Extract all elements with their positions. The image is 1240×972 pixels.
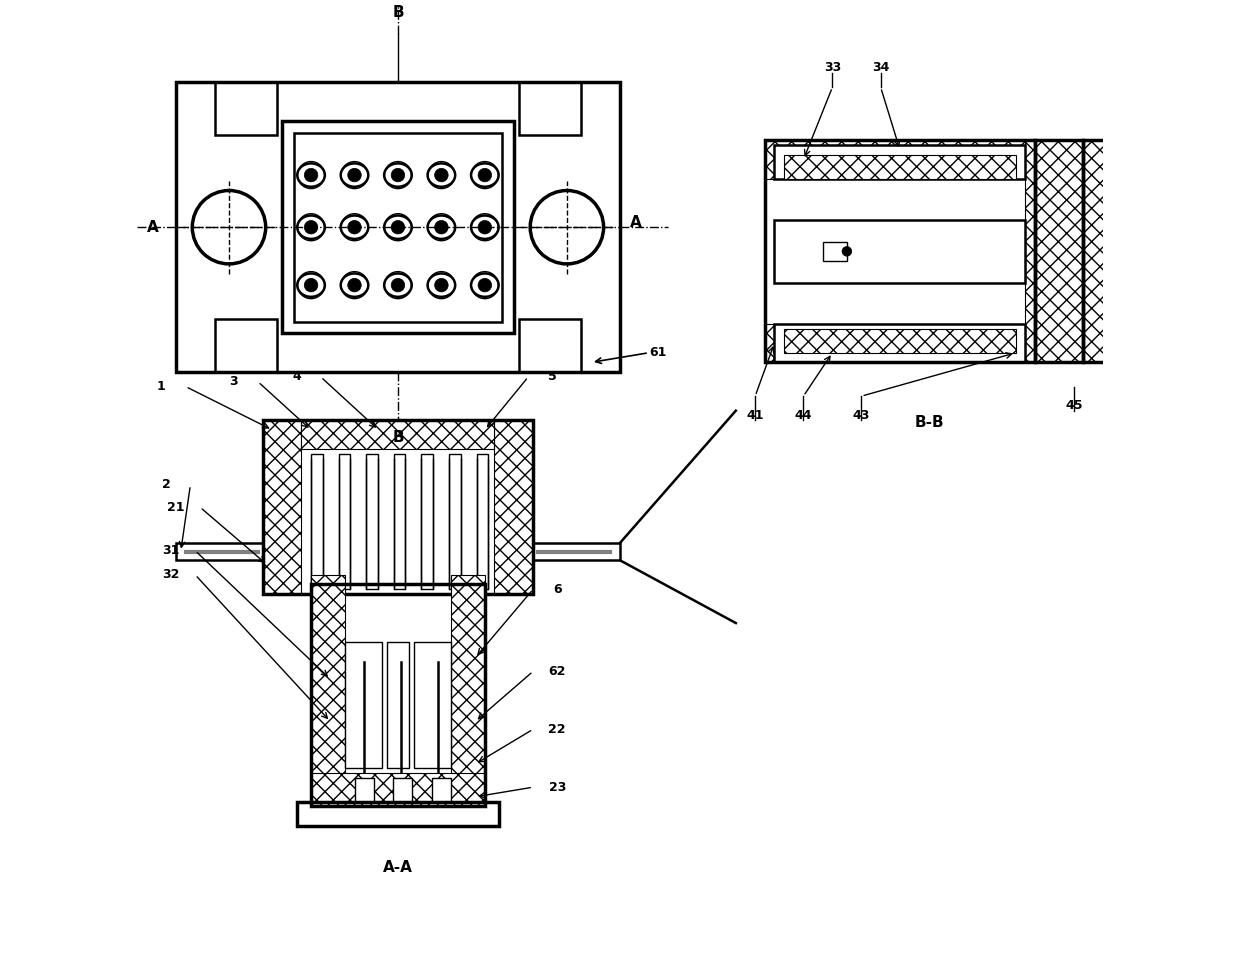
Bar — [355, 778, 373, 802]
Bar — [1025, 140, 1084, 363]
Text: 22: 22 — [548, 723, 565, 736]
Bar — [294, 132, 502, 322]
Text: 2: 2 — [162, 478, 171, 492]
Bar — [533, 543, 620, 560]
Bar — [345, 642, 382, 768]
Text: 21: 21 — [167, 501, 185, 513]
Bar — [495, 420, 533, 594]
Bar — [775, 145, 1025, 179]
Bar — [765, 140, 1035, 363]
Bar — [775, 324, 1025, 363]
Text: 4: 4 — [293, 370, 301, 383]
Circle shape — [391, 168, 404, 182]
Bar — [449, 454, 460, 589]
Bar — [263, 420, 533, 594]
Bar — [765, 140, 1035, 179]
Circle shape — [842, 247, 852, 257]
Text: 61: 61 — [649, 346, 666, 360]
Bar — [387, 642, 408, 768]
Circle shape — [435, 221, 448, 234]
Text: 44: 44 — [795, 409, 812, 422]
Circle shape — [435, 168, 448, 182]
Bar — [518, 83, 582, 135]
Circle shape — [479, 221, 491, 234]
Bar — [215, 319, 278, 372]
Text: 32: 32 — [162, 569, 180, 581]
Circle shape — [304, 278, 317, 292]
Bar — [311, 454, 322, 589]
Bar — [1035, 140, 1084, 363]
Circle shape — [391, 221, 404, 234]
Text: 3: 3 — [229, 375, 238, 388]
Circle shape — [479, 168, 491, 182]
Bar — [301, 420, 495, 449]
Bar — [823, 242, 847, 261]
Text: A-A: A-A — [383, 859, 413, 875]
Text: 5: 5 — [548, 370, 557, 383]
Circle shape — [347, 221, 361, 234]
Circle shape — [347, 278, 361, 292]
Bar — [414, 642, 451, 768]
Bar — [311, 773, 485, 807]
Bar — [215, 83, 278, 135]
Text: 62: 62 — [548, 665, 565, 677]
Text: B: B — [392, 430, 404, 445]
Bar — [451, 574, 485, 807]
Bar — [784, 155, 1016, 179]
Bar — [366, 454, 378, 589]
Bar — [394, 454, 405, 589]
Text: 43: 43 — [853, 409, 870, 422]
Text: B: B — [392, 5, 404, 19]
Text: 33: 33 — [823, 61, 841, 75]
Circle shape — [347, 168, 361, 182]
Bar — [476, 454, 489, 589]
Text: A: A — [146, 220, 159, 234]
Bar — [1084, 140, 1122, 363]
Bar — [311, 574, 345, 807]
Bar — [176, 543, 263, 560]
Bar — [263, 420, 301, 594]
Text: 41: 41 — [746, 409, 764, 422]
Circle shape — [304, 168, 317, 182]
Text: 34: 34 — [872, 61, 889, 75]
Text: A: A — [630, 215, 641, 230]
Bar — [432, 778, 451, 802]
Text: 31: 31 — [162, 544, 180, 557]
Text: 23: 23 — [548, 781, 565, 794]
Bar — [765, 324, 1035, 363]
Text: B-B: B-B — [914, 415, 944, 431]
Bar — [518, 319, 582, 372]
Bar — [176, 83, 620, 372]
Circle shape — [391, 278, 404, 292]
Bar — [784, 329, 1016, 353]
Text: 1: 1 — [157, 380, 166, 393]
Circle shape — [435, 278, 448, 292]
Bar — [281, 122, 513, 333]
Bar — [311, 584, 485, 807]
Bar — [775, 220, 1025, 283]
Circle shape — [304, 221, 317, 234]
Bar — [339, 454, 350, 589]
Text: 6: 6 — [553, 583, 562, 596]
Bar — [393, 778, 413, 802]
Bar — [1084, 140, 1122, 363]
Text: 45: 45 — [1065, 399, 1083, 412]
Bar — [296, 802, 500, 826]
Circle shape — [479, 278, 491, 292]
Bar — [1122, 162, 1137, 340]
Bar — [422, 454, 433, 589]
